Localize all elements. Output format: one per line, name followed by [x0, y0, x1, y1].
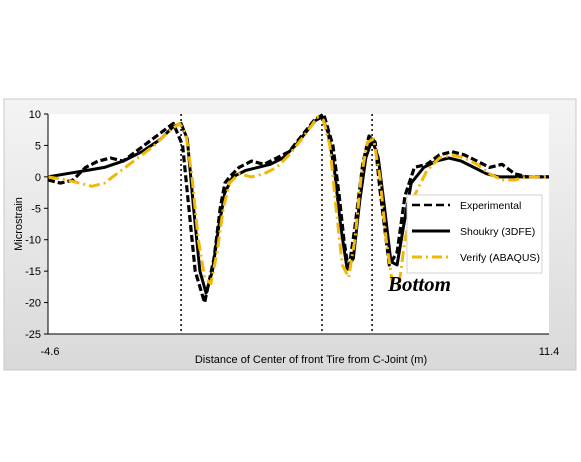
grid-lines [180, 114, 373, 334]
legend-label-verify: Verify (ABAQUS) [460, 252, 540, 264]
y-tick-label: -20 [25, 298, 41, 310]
legend: Experimental Shoukry (3DFE) Verify (ABAQ… [406, 194, 543, 274]
y-tick-label: -5 [31, 203, 41, 215]
series-line-dash-dot [47, 115, 549, 289]
x-axis-title: Distance of Center of front Tire from C-… [195, 354, 427, 366]
annotation-bottom: Bottom [387, 272, 451, 296]
series-line-dashed [47, 112, 549, 305]
y-tick-label: 10 [29, 109, 41, 121]
series-layer [47, 112, 549, 305]
y-tick-label: 5 [35, 140, 41, 152]
legend-box [406, 194, 543, 274]
x-tick-label-min: -4.6 [41, 346, 60, 358]
y-axis-title: Microstrain [13, 197, 25, 251]
y-tick-label: 0 [35, 172, 41, 184]
y-tick-label: -25 [25, 329, 41, 341]
y-tick-labels: 10 5 0 -5 -10 -15 -20 -25 [25, 109, 48, 341]
y-tick-label: -10 [25, 235, 41, 247]
x-tick-label-max: 11.4 [539, 346, 560, 358]
legend-label-shoukry: Shoukry (3DFE) [460, 226, 535, 238]
axes [47, 114, 549, 335]
y-tick-label: -15 [25, 266, 41, 278]
legend-label-experimental: Experimental [460, 200, 521, 212]
